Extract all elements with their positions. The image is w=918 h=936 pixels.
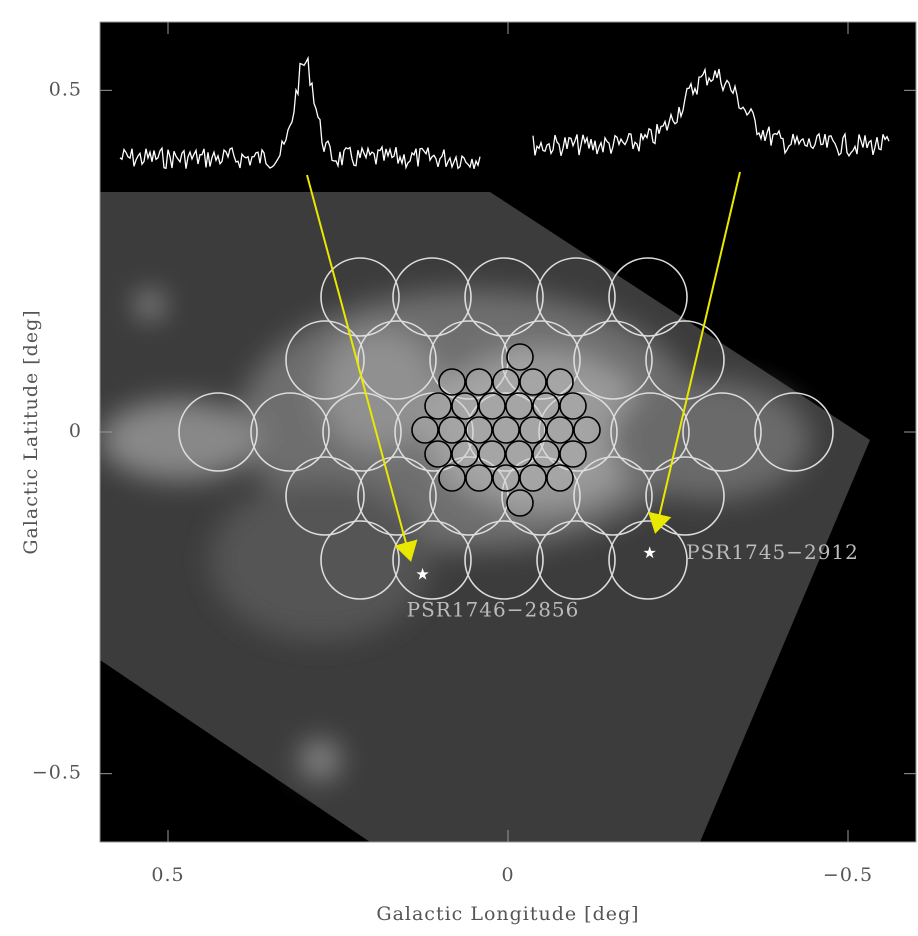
small-beam xyxy=(439,369,465,395)
small-beam xyxy=(520,465,546,491)
pulsar-label: PSR1746−2856 xyxy=(407,597,580,621)
chart: Galactic Longitude [deg] Galactic Latitu… xyxy=(0,0,918,936)
x-tick-label: 0 xyxy=(501,864,514,886)
small-beam xyxy=(547,417,573,443)
y-tick-label: −0.5 xyxy=(32,762,82,784)
small-beam xyxy=(533,393,559,419)
small-beam xyxy=(507,344,533,370)
y-tick-label: 0.5 xyxy=(49,78,82,100)
small-beam xyxy=(439,417,465,443)
x-tick-label: 0.5 xyxy=(151,864,184,886)
x-axis-label: Galactic Longitude [deg] xyxy=(376,903,639,925)
y-tick-label: 0 xyxy=(69,420,82,442)
small-beam xyxy=(493,369,519,395)
small-beam xyxy=(533,441,559,467)
small-beam xyxy=(439,465,465,491)
small-beam xyxy=(466,465,492,491)
small-beam xyxy=(425,393,451,419)
small-beam xyxy=(560,393,586,419)
small-beam xyxy=(506,393,532,419)
small-beam xyxy=(493,417,519,443)
small-beam xyxy=(507,490,533,516)
small-beam xyxy=(425,441,451,467)
small-beam xyxy=(452,393,478,419)
small-beam xyxy=(506,441,532,467)
small-beam xyxy=(479,393,505,419)
small-beam xyxy=(493,465,519,491)
y-axis-label: Galactic Latitude [deg] xyxy=(20,309,42,554)
small-beam xyxy=(547,465,573,491)
small-beam xyxy=(466,417,492,443)
small-beam xyxy=(574,417,600,443)
pulsar-marker: ★ xyxy=(642,543,657,562)
small-beam xyxy=(466,369,492,395)
pulsar-label: PSR1745−2912 xyxy=(686,540,859,564)
small-beam xyxy=(520,417,546,443)
x-tick-label: −0.5 xyxy=(823,864,873,886)
small-beam xyxy=(520,369,546,395)
small-beam xyxy=(452,441,478,467)
small-beam xyxy=(560,441,586,467)
small-beam xyxy=(479,441,505,467)
small-beam xyxy=(412,417,438,443)
small-beam xyxy=(547,369,573,395)
pulsar-marker: ★ xyxy=(415,564,430,583)
